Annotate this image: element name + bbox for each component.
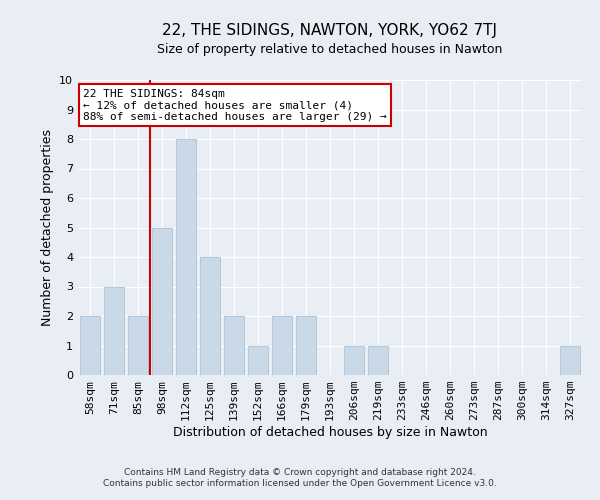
Bar [560,346,580,375]
Bar [344,346,364,375]
Bar [104,286,124,375]
Text: Contains HM Land Registry data © Crown copyright and database right 2024.
Contai: Contains HM Land Registry data © Crown c… [103,468,497,487]
Bar [296,316,316,375]
Bar [248,346,268,375]
Text: 22 THE SIDINGS: 84sqm
← 12% of detached houses are smaller (4)
88% of semi-detac: 22 THE SIDINGS: 84sqm ← 12% of detached … [83,89,387,122]
Y-axis label: Number of detached properties: Number of detached properties [41,129,53,326]
X-axis label: Distribution of detached houses by size in Nawton: Distribution of detached houses by size … [173,426,487,439]
Bar [368,346,388,375]
Bar [176,139,196,375]
Bar [80,316,100,375]
Bar [152,228,172,375]
Bar [224,316,244,375]
Bar [128,316,148,375]
Text: Size of property relative to detached houses in Nawton: Size of property relative to detached ho… [157,42,503,56]
Text: 22, THE SIDINGS, NAWTON, YORK, YO62 7TJ: 22, THE SIDINGS, NAWTON, YORK, YO62 7TJ [163,22,497,38]
Bar [200,257,220,375]
Bar [272,316,292,375]
